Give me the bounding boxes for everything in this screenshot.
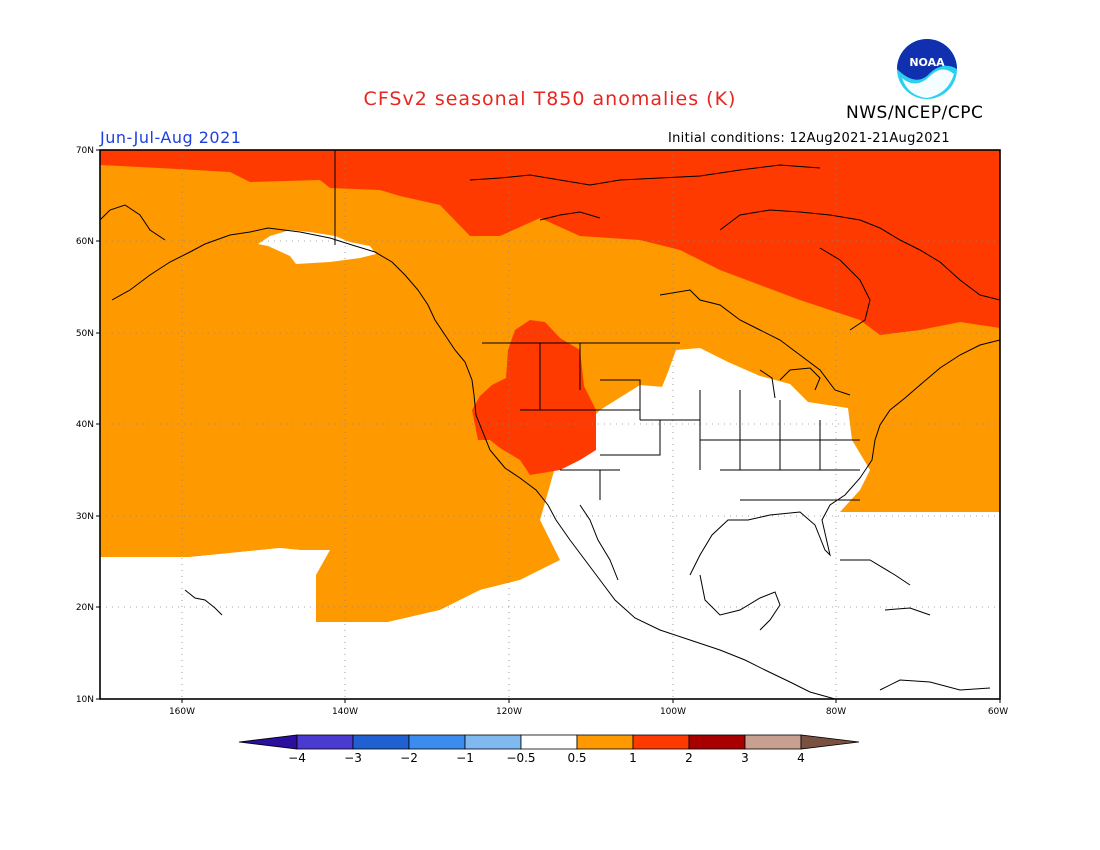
- anomaly-region-neutral-mexico: [100, 505, 1000, 699]
- colorbar-label: −2: [400, 751, 418, 765]
- colorbar-label: 2: [685, 751, 693, 765]
- colorbar-label: 4: [797, 751, 805, 765]
- colorbar-label: −0.5: [506, 751, 535, 765]
- colorbar-arrow-low: [238, 734, 298, 750]
- lat-label: 30N: [76, 512, 94, 522]
- noaa-logo: NOAA: [896, 38, 958, 100]
- lat-label: 60N: [76, 237, 94, 247]
- lon-label: 80W: [826, 707, 846, 717]
- colorbar-swatch: [296, 734, 354, 750]
- latitude-labels: 70N 60N 50N 40N 30N 20N 10N: [76, 146, 94, 705]
- coastlines: [100, 150, 1000, 699]
- colorbar-swatch: [408, 734, 466, 750]
- colorbar-swatch: [352, 734, 410, 750]
- anomaly-region-warm2-west-us: [472, 320, 596, 475]
- longitude-labels: 160W 140W 120W 100W 80W 60W: [169, 707, 1008, 717]
- initial-conditions-label: Initial conditions: 12Aug2021-21Aug2021: [668, 131, 950, 146]
- lon-label: 60W: [988, 707, 1008, 717]
- anomaly-region-neutral-alaska: [258, 230, 376, 264]
- graticule: [100, 150, 1000, 699]
- colorbar-label: 3: [741, 751, 749, 765]
- lon-label: 140W: [332, 707, 358, 717]
- lat-label: 70N: [76, 146, 94, 156]
- colorbar-label: −4: [288, 751, 306, 765]
- colorbar-label: −3: [344, 751, 362, 765]
- lat-label: 10N: [76, 695, 94, 705]
- anomaly-region-warm2-arctic: [100, 150, 1000, 335]
- svg-text:NOAA: NOAA: [909, 56, 945, 69]
- colorbar: −4 −3 −2 −1 −0.5 0.5 1 2 3 4: [238, 734, 860, 765]
- anomaly-field: [100, 150, 1000, 699]
- lon-label: 100W: [660, 707, 686, 717]
- colorbar-swatch: [688, 734, 746, 750]
- lat-label: 20N: [76, 603, 94, 613]
- lat-label: 50N: [76, 329, 94, 339]
- anomaly-region-neutral-us: [625, 348, 870, 520]
- chart-title: CFSv2 seasonal T850 anomalies (K): [363, 88, 737, 110]
- colorbar-label: 0.5: [567, 751, 586, 765]
- colorbar-arrow-high: [800, 734, 860, 750]
- colorbar-label: −1: [456, 751, 474, 765]
- colorbar-swatch: [464, 734, 522, 750]
- colorbar-swatch: [632, 734, 690, 750]
- season-label: Jun-Jul-Aug 2021: [100, 128, 242, 147]
- colorbar-swatch: [520, 734, 578, 750]
- lon-label: 160W: [169, 707, 195, 717]
- colorbar-swatch: [576, 734, 634, 750]
- lat-label: 40N: [76, 420, 94, 430]
- colorbar-label: 1: [629, 751, 637, 765]
- lon-label: 120W: [496, 707, 522, 717]
- agency-label: NWS/NCEP/CPC: [846, 103, 984, 123]
- colorbar-swatch: [744, 734, 802, 750]
